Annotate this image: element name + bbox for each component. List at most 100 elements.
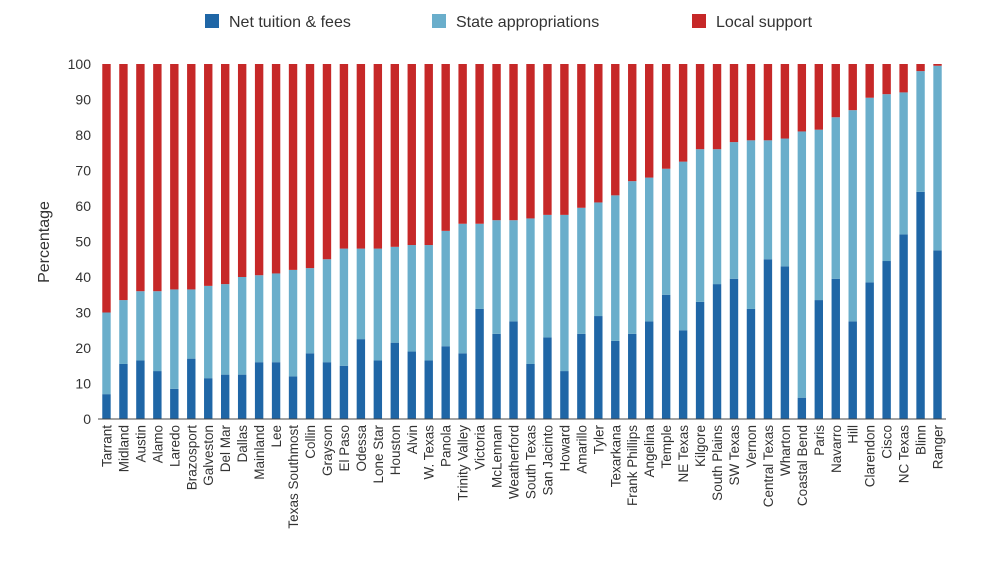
bar-w-texas-net-tuition-fees: [424, 360, 433, 419]
bar-mclennan-local-support: [492, 64, 501, 221]
bar-vernon-net-tuition-fees: [746, 308, 756, 419]
bar-laredo-state-appropriations: [170, 289, 179, 389]
bar-amarillo-local-support: [577, 64, 586, 208]
bar-alvin-local-support: [407, 64, 416, 246]
bar-sw-texas-state-appropriations: [729, 142, 739, 279]
x-tick-amarillo: Amarillo: [574, 425, 589, 474]
x-tick-blinn: Blinn: [914, 425, 929, 455]
bar-grayson-local-support: [322, 64, 332, 260]
bar-alamo-state-appropriations: [153, 291, 162, 372]
bar-mclennan-net-tuition-fees: [492, 333, 501, 419]
bar-midland-state-appropriations: [119, 300, 128, 364]
bar-south-plains-state-appropriations: [712, 149, 722, 285]
bar-victoria-local-support: [475, 64, 484, 224]
bar-victoria-net-tuition-fees: [475, 308, 484, 419]
y-axis-label: Percentage: [36, 201, 53, 283]
bar-temple-net-tuition-fees: [661, 294, 671, 419]
bar-odessa-local-support: [356, 64, 366, 249]
x-tick-wharton: Wharton: [778, 425, 793, 476]
x-tick-clarendon: Clarendon: [863, 425, 878, 487]
bar-howard-local-support: [560, 64, 569, 215]
x-tick-grayson: Grayson: [320, 425, 335, 476]
x-tick-tarrant: Tarrant: [99, 425, 114, 467]
bar-laredo-net-tuition-fees: [170, 388, 179, 419]
x-tick-dallas: Dallas: [235, 425, 250, 463]
bar-houston-state-appropriations: [390, 246, 399, 343]
bar-texarkana-state-appropriations: [611, 195, 620, 341]
bar-lee-net-tuition-fees: [271, 362, 281, 419]
x-tick-mainland: Mainland: [252, 425, 267, 480]
legend-swatch-local-support: [692, 14, 706, 28]
x-tick-navarro: Navarro: [829, 425, 844, 473]
bar-galveston-local-support: [204, 64, 213, 286]
x-tick-houston: Houston: [388, 425, 403, 475]
bar-wharton-state-appropriations: [780, 138, 790, 267]
bar-wharton-local-support: [780, 64, 790, 139]
bar-navarro-net-tuition-fees: [831, 278, 840, 419]
x-tick-sw-texas: SW Texas: [727, 425, 742, 486]
y-tick-10: 10: [75, 376, 91, 392]
bar-navarro-local-support: [831, 64, 840, 118]
x-tick-galveston: Galveston: [201, 425, 216, 486]
bar-angelina-state-appropriations: [645, 177, 654, 322]
bar-dallas-local-support: [237, 64, 247, 277]
legend: Net tuition & fees State appropriations Lo…: [205, 14, 813, 31]
bar-paris-state-appropriations: [814, 129, 823, 301]
bar-texarkana-local-support: [611, 64, 620, 196]
bar-kilgore-state-appropriations: [695, 149, 705, 302]
bar-ranger-state-appropriations: [933, 65, 942, 251]
bar-mainland-state-appropriations: [254, 275, 264, 363]
x-tick-south-texas: South Texas: [523, 425, 538, 499]
x-tick-el-paso: El Paso: [337, 425, 352, 472]
bar-amarillo-net-tuition-fees: [577, 333, 586, 419]
bar-austin-local-support: [136, 64, 145, 292]
x-tick-lee: Lee: [269, 425, 284, 448]
bar-san-jacinto-net-tuition-fees: [543, 337, 552, 419]
bar-hill-local-support: [848, 64, 857, 111]
bar-trinity-valley-local-support: [458, 64, 467, 224]
y-tick-30: 30: [75, 305, 91, 321]
bar-texarkana-net-tuition-fees: [611, 340, 620, 419]
bar-coastal-bend-net-tuition-fees: [797, 397, 807, 419]
bar-blinn-state-appropriations: [916, 71, 925, 192]
bar-frank-phillips-net-tuition-fees: [628, 333, 637, 419]
x-tick-alamo: Alamo: [150, 425, 165, 463]
x-tick-brazosport: Brazosport: [184, 425, 199, 491]
x-tick-tyler: Tyler: [591, 425, 606, 455]
bar-mainland-net-tuition-fees: [254, 362, 264, 419]
bar-coastal-bend-state-appropriations: [797, 131, 807, 398]
y-tick-40: 40: [75, 269, 91, 285]
bar-south-plains-local-support: [712, 64, 722, 150]
y-tick-70: 70: [75, 163, 91, 179]
bars: [102, 64, 942, 420]
bar-midland-net-tuition-fees: [119, 363, 128, 419]
bar-el-paso-state-appropriations: [339, 248, 349, 366]
x-tick-laredo: Laredo: [167, 425, 182, 467]
bar-grayson-net-tuition-fees: [322, 362, 332, 419]
x-tick-midland: Midland: [116, 425, 131, 472]
bar-w-texas-local-support: [424, 64, 433, 246]
legend-label-net-tuition-fees: Net tuition & fees: [229, 14, 351, 31]
bar-central-texas-state-appropriations: [763, 140, 773, 260]
bar-victoria-state-appropriations: [475, 223, 484, 309]
bar-cisco-net-tuition-fees: [882, 261, 891, 419]
x-axis: Tarrant Midland Austin Alamo Laredo Brazospor…: [98, 418, 946, 529]
x-tick-austin: Austin: [133, 425, 148, 463]
x-tick-kilgore: Kilgore: [693, 425, 708, 467]
legend-label-state-appropriations: State appropriations: [456, 14, 599, 31]
legend-swatch-state-appropriations: [432, 14, 446, 28]
bar-austin-net-tuition-fees: [136, 360, 145, 419]
y-tick-60: 60: [75, 198, 91, 214]
bar-lone-star-net-tuition-fees: [373, 360, 383, 419]
bar-temple-state-appropriations: [661, 168, 671, 295]
y-tick-20: 20: [75, 340, 91, 356]
x-tick-paris: Paris: [812, 425, 827, 456]
x-tick-ne-texas: NE Texas: [676, 425, 691, 483]
bar-vernon-state-appropriations: [746, 140, 756, 309]
x-tick-trinity-valley: Trinity Valley: [456, 425, 471, 501]
bar-odessa-state-appropriations: [356, 248, 366, 340]
bar-tarrant-net-tuition-fees: [102, 394, 111, 419]
y-tick-100: 100: [68, 56, 92, 72]
bar-texas-southmost-net-tuition-fees: [288, 376, 298, 419]
